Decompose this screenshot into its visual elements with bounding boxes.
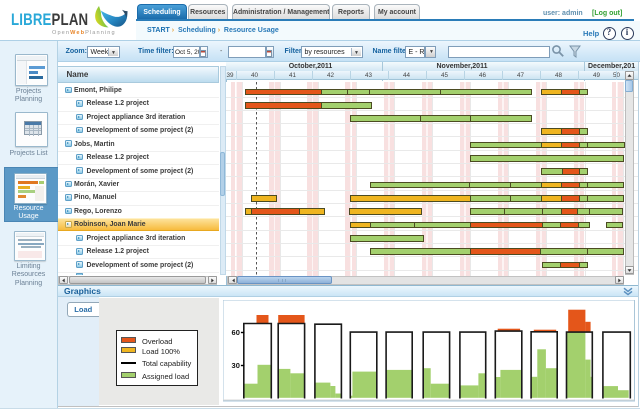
svg-text:30: 30 <box>231 361 239 370</box>
svg-text:60: 60 <box>231 328 239 337</box>
